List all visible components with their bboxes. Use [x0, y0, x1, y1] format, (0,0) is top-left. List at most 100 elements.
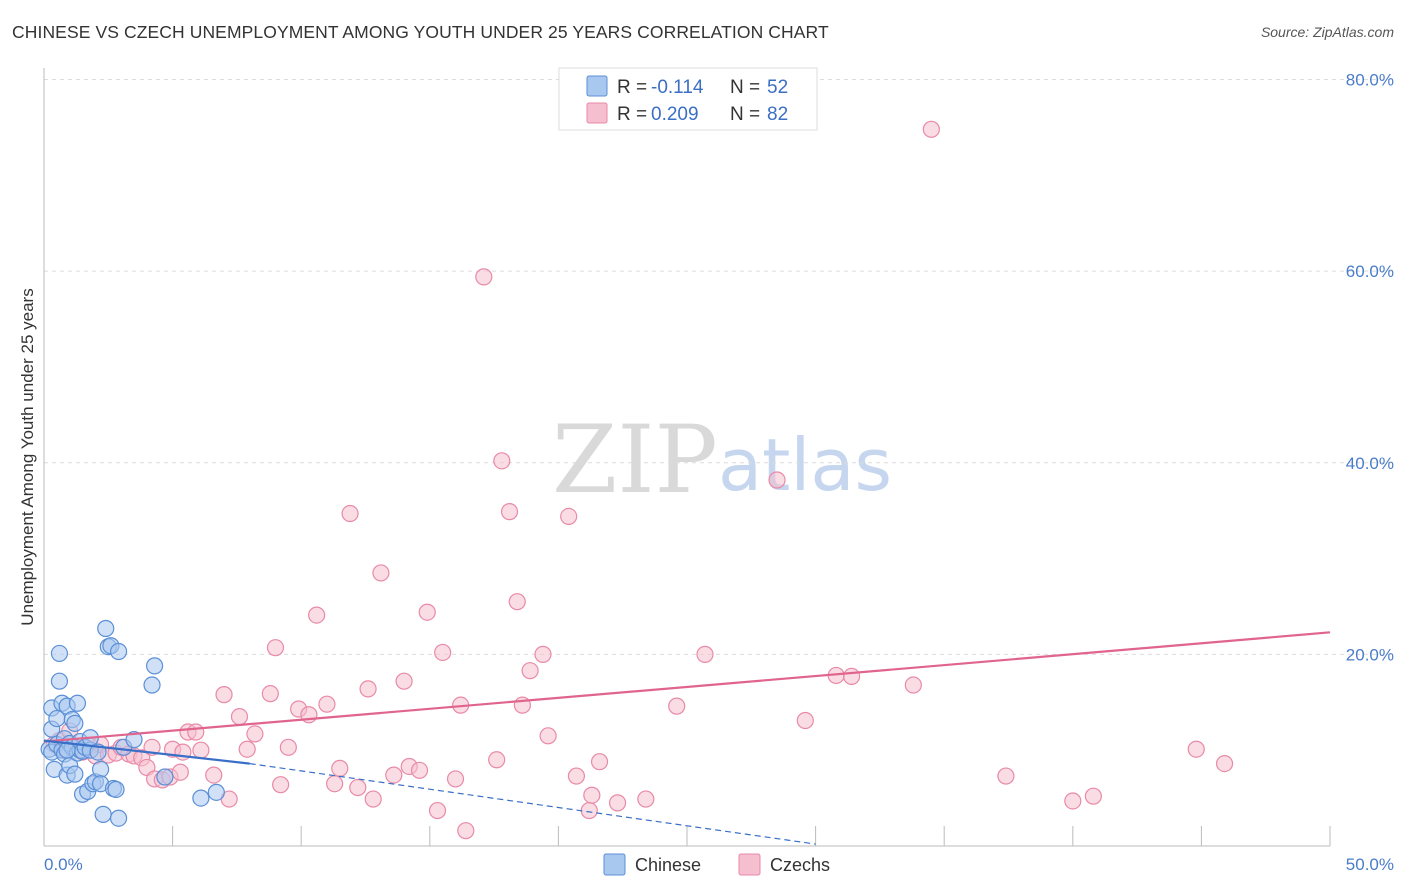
x-ticks	[172, 826, 1331, 846]
czech-point	[475, 268, 493, 286]
series-swatch-chinese	[603, 853, 626, 876]
czech-point	[308, 606, 326, 624]
czech-point	[608, 794, 627, 812]
czech-point	[331, 759, 349, 777]
czech-point	[272, 776, 290, 794]
chinese-point	[66, 714, 84, 732]
czech-point	[457, 822, 475, 840]
chinese-point	[109, 809, 128, 827]
czech-point	[534, 645, 552, 663]
czech-point	[1187, 740, 1205, 758]
y-tick-labels: 20.0% 40.0% 60.0% 80.0%	[1346, 71, 1394, 665]
chinese-point	[68, 694, 87, 712]
y-tick-label: 60.0%	[1346, 262, 1394, 281]
x-tick-label-min: 0.0%	[44, 855, 83, 874]
czech-point	[341, 504, 359, 523]
czech-point	[904, 676, 922, 694]
czech-point	[230, 708, 249, 726]
czech-point	[385, 766, 403, 784]
czech-point	[997, 767, 1015, 785]
chart-title: CHINESE VS CZECH UNEMPLOYMENT AMONG YOUT…	[12, 22, 829, 42]
chinese-point	[125, 731, 143, 749]
czech-point	[318, 695, 336, 713]
legend-chinese-r-label: R =	[617, 77, 647, 98]
czech-point	[395, 672, 413, 690]
czech-point	[364, 790, 382, 808]
legend-czechs-n-value: 82	[767, 104, 788, 125]
czech-point	[359, 680, 377, 698]
chinese-point	[207, 783, 225, 801]
chinese-point	[50, 672, 69, 690]
czech-point	[560, 507, 578, 526]
czech-point	[418, 603, 436, 621]
czech-point	[279, 738, 297, 756]
legend-czechs-n-label: N =	[730, 104, 760, 125]
czech-point	[261, 685, 279, 703]
correlation-legend: R = -0.114 N = 52 R = 0.209 N = 82	[558, 67, 818, 131]
legend-czechs-r-label: R =	[617, 104, 647, 125]
chinese-point	[109, 642, 128, 661]
series-label-chinese: Chinese	[635, 855, 701, 875]
czech-point	[246, 725, 264, 743]
czech-point	[434, 643, 452, 662]
series-label-czechs: Czechs	[770, 855, 830, 875]
czech-point	[410, 761, 429, 779]
y-tick-label: 80.0%	[1346, 71, 1394, 90]
czech-point	[372, 564, 390, 582]
czech-point	[567, 767, 586, 785]
czech-point	[539, 727, 557, 745]
chinese-trend-extension	[249, 763, 816, 845]
czech-point	[266, 639, 285, 657]
czech-point	[326, 775, 344, 793]
czech-point	[488, 751, 506, 769]
watermark-atlas: atlas	[718, 423, 892, 507]
czech-point	[446, 770, 465, 788]
chinese-point	[50, 644, 69, 663]
chinese-point	[107, 780, 125, 799]
watermark-zip: ZIP	[552, 406, 718, 515]
chinese-points	[40, 619, 225, 827]
czech-trend-line	[43, 631, 1331, 743]
czech-point	[192, 741, 210, 759]
czech-point	[521, 662, 539, 680]
chinese-point	[145, 657, 164, 675]
czech-point	[508, 593, 526, 611]
chinese-point	[94, 805, 112, 823]
czech-point	[922, 120, 940, 138]
czech-point	[637, 790, 655, 808]
czech-point	[580, 801, 598, 820]
legend-chinese-n-value: 52	[767, 77, 788, 98]
source-label: Source: ZipAtlas.com	[1260, 24, 1394, 40]
czech-point	[171, 763, 189, 781]
y-axis-label: Unemployment Among Youth under 25 years	[18, 288, 37, 625]
czech-point	[1084, 787, 1102, 805]
chinese-trend-line	[43, 739, 250, 765]
czech-point	[238, 740, 256, 758]
series-legend: Chinese Czechs	[603, 853, 830, 876]
trend-lines	[43, 631, 1331, 845]
legend-czechs-r-value: 0.209	[651, 104, 699, 125]
legend-swatch-czechs	[586, 102, 608, 124]
series-swatch-czechs	[738, 853, 761, 876]
czech-point	[187, 723, 205, 741]
czech-point	[1215, 755, 1234, 773]
chinese-point	[143, 676, 161, 694]
czech-point	[668, 697, 686, 715]
y-tick-label: 20.0%	[1346, 645, 1394, 664]
x-tick-label-max: 50.0%	[1346, 855, 1394, 874]
chinese-point	[91, 760, 110, 778]
chinese-point	[156, 768, 174, 786]
czech-point	[768, 471, 786, 489]
czech-point	[493, 452, 511, 470]
czech-point	[583, 786, 601, 804]
legend-chinese-r-value: -0.114	[651, 77, 704, 98]
czech-point	[500, 503, 519, 521]
gridlines	[44, 79, 1392, 655]
czech-point	[215, 686, 233, 704]
czech-point	[349, 778, 367, 797]
y-tick-label: 40.0%	[1346, 454, 1394, 473]
czech-point	[796, 711, 814, 730]
czech-point	[696, 645, 714, 663]
legend-chinese-n-label: N =	[730, 77, 760, 98]
